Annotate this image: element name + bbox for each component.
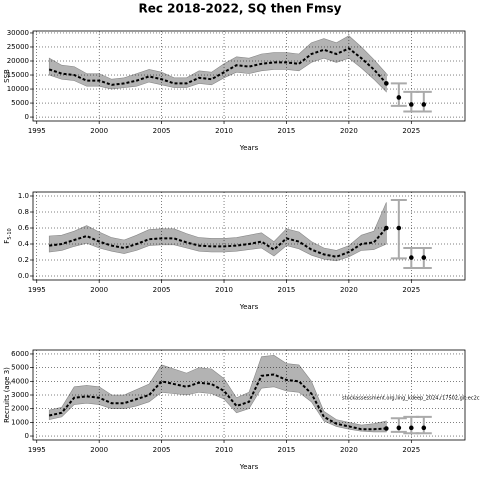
- y-tick-label: 0: [25, 432, 29, 440]
- projection-point: [396, 425, 402, 431]
- y-tick-label: 25000: [7, 43, 29, 51]
- chart-title: Rec 2018-2022, SQ then Fmsy: [138, 2, 341, 16]
- x-tick-label: 2005: [153, 286, 171, 294]
- y-tick-label: 1.0: [18, 192, 29, 200]
- projection-point: [409, 255, 414, 260]
- x-tick-label: 2000: [90, 446, 108, 454]
- plot-frame: [32, 30, 466, 122]
- estimate-line: [49, 373, 387, 431]
- y-axis-label-sub: 5-10: [7, 228, 13, 239]
- estimate-line: [49, 227, 388, 258]
- x-tick-label: 2025: [402, 286, 420, 294]
- y-tick-label: 6000: [11, 350, 29, 358]
- plot-area: [33, 31, 465, 121]
- y-axis-label: F5-10: [3, 228, 13, 243]
- projection-point: [396, 95, 402, 100]
- y-tick-label: 0: [25, 113, 29, 121]
- y-tick-label: 10000: [7, 85, 29, 93]
- x-axis-label: Years: [239, 463, 259, 471]
- y-tick-label: 5000: [11, 99, 29, 107]
- y-axis-label: Recruits (age 3): [3, 367, 11, 423]
- projection-point: [409, 425, 414, 431]
- y-axis-label-main: Recruits (age 3): [3, 367, 11, 423]
- x-axis-label: Years: [239, 303, 259, 311]
- y-tick-label: 2000: [11, 405, 29, 413]
- x-tick-label: 2010: [215, 286, 233, 294]
- x-tick-label: 2015: [278, 286, 296, 294]
- y-tick-label: 0.6: [18, 224, 30, 232]
- projection-point: [384, 426, 389, 431]
- annotation: stockassessment.org,ling_kdeep_2024,r175…: [342, 396, 480, 402]
- x-tick-label: 2005: [153, 446, 171, 454]
- x-tick-label: 1995: [28, 127, 46, 135]
- projection-point: [384, 81, 389, 86]
- x-tick-label: 2015: [278, 446, 296, 454]
- x-tick-label: 2015: [278, 127, 296, 135]
- x-tick-label: 2020: [340, 286, 358, 294]
- x-tick-label: 2010: [215, 446, 233, 454]
- y-tick-label: 3000: [11, 391, 29, 399]
- plot-area: [33, 350, 465, 440]
- confidence-band: [48, 35, 387, 93]
- projection-point: [421, 425, 427, 431]
- projection-point: [396, 225, 402, 231]
- x-tick-label: 2020: [340, 127, 358, 135]
- projection-point: [409, 102, 414, 107]
- y-tick-label: 5000: [11, 364, 29, 372]
- y-axis-label-main: SSB: [3, 69, 11, 83]
- confidence-band: [48, 202, 387, 262]
- plot-frame: [32, 191, 466, 281]
- y-tick-label: 4000: [11, 377, 29, 385]
- projection-point: [421, 255, 427, 260]
- y-axis-label: SSB: [3, 69, 11, 83]
- y-tick-label: 30000: [7, 29, 29, 37]
- x-tick-label: 2020: [340, 446, 358, 454]
- estimate-line: [48, 47, 388, 86]
- projection-point: [421, 102, 427, 107]
- y-tick-label: 0.8: [18, 208, 29, 216]
- x-axis-label: Years: [239, 144, 259, 152]
- y-tick-label: 0.2: [18, 256, 29, 264]
- plot-area: [33, 192, 465, 280]
- projection-point: [384, 225, 389, 231]
- x-tick-label: 2025: [402, 127, 420, 135]
- y-tick-label: 1000: [11, 418, 29, 426]
- x-tick-label: 2000: [90, 127, 108, 135]
- y-tick-label: 0.0: [18, 272, 29, 280]
- y-tick-label: 0.4: [18, 240, 30, 248]
- x-tick-label: 1995: [28, 446, 46, 454]
- x-tick-label: 2000: [90, 286, 108, 294]
- x-tick-label: 1995: [28, 286, 46, 294]
- confidence-band: [48, 355, 387, 433]
- y-tick-label: 15000: [7, 71, 29, 79]
- x-tick-label: 2025: [402, 446, 420, 454]
- x-tick-label: 2005: [153, 127, 171, 135]
- y-axis-label-main: F: [3, 240, 11, 244]
- x-tick-label: 2010: [215, 127, 233, 135]
- y-tick-label: 20000: [7, 57, 29, 65]
